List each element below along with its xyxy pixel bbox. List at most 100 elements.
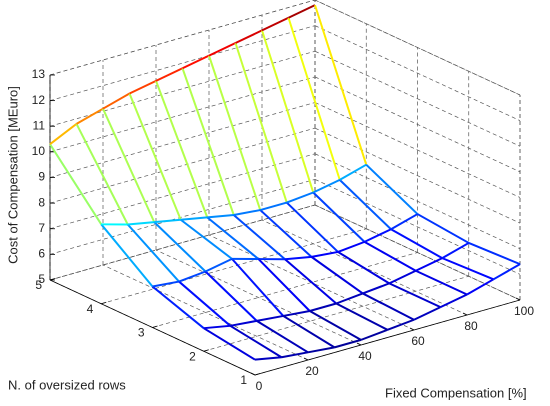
mesh-segment: [311, 250, 339, 258]
grid-line: [314, 127, 521, 224]
grid-line: [101, 228, 367, 305]
mesh-segment: [334, 338, 362, 349]
mesh-segment: [207, 214, 234, 219]
mesh-segment: [205, 257, 233, 273]
x-tick-label: 20: [305, 364, 319, 378]
tick-mark: [203, 349, 209, 352]
mesh-segment: [127, 223, 180, 283]
mesh-segment: [230, 319, 257, 327]
mesh-segment: [235, 29, 263, 44]
mesh-segment: [360, 328, 388, 341]
mesh-segment: [314, 4, 368, 165]
mesh-segment: [259, 209, 313, 258]
x-tick-label: 40: [358, 349, 372, 363]
mesh-segment: [288, 4, 316, 19]
mesh-segment: [415, 257, 443, 272]
mesh-segment: [441, 242, 470, 259]
y-tick-label: 1: [240, 373, 247, 387]
mesh-segment: [339, 179, 392, 230]
mesh-segment: [283, 310, 310, 317]
z-tick-label: 8: [38, 195, 45, 209]
z-tick-label: 11: [33, 118, 46, 132]
mesh-segment: [364, 241, 417, 272]
grid-line: [49, 179, 316, 255]
tick-mark: [101, 301, 107, 305]
mesh-segment: [441, 257, 494, 281]
mesh-segment: [335, 302, 388, 331]
z-tick-label: 9: [38, 170, 45, 184]
mesh-segment: [312, 191, 366, 243]
mesh-segment: [155, 80, 209, 218]
mesh-segment: [208, 55, 262, 211]
grid-line: [49, 76, 316, 153]
mesh-segment: [254, 356, 282, 361]
tick-mark: [515, 297, 521, 301]
mesh-segment: [390, 228, 443, 259]
mesh-segment: [364, 228, 392, 243]
z-tick-label: 5: [38, 272, 45, 286]
mesh-segment: [49, 123, 78, 145]
mesh-segment: [468, 242, 521, 266]
grid-line: [49, 127, 316, 204]
mesh-segment: [337, 251, 390, 285]
y-tick-label: 2: [189, 349, 196, 363]
mesh-segment: [155, 67, 183, 82]
z-tick-label: 6: [38, 247, 45, 261]
mesh-segment: [256, 320, 309, 354]
grid-line: [314, 25, 521, 121]
mesh-segment: [307, 346, 335, 354]
z-tick-label: 10: [32, 144, 46, 158]
mesh-segment: [154, 218, 181, 224]
mesh-segment: [231, 258, 284, 317]
mesh-segment: [259, 201, 288, 212]
mesh-segment: [75, 123, 129, 225]
mesh-segment: [203, 324, 231, 330]
grid-line: [314, 102, 521, 198]
mesh-segment: [312, 178, 341, 194]
mesh-segment: [440, 293, 468, 309]
mesh-segment: [127, 221, 155, 226]
x-tick-label: 60: [411, 334, 425, 348]
mesh-segment: [287, 17, 341, 181]
mesh-segment: [180, 216, 208, 221]
mesh-segment: [365, 163, 419, 215]
x-tick-label: 80: [464, 319, 478, 333]
mesh-segment: [256, 314, 284, 322]
grid-line: [49, 153, 316, 230]
mesh-segment: [281, 351, 309, 359]
mesh-segment: [310, 256, 364, 295]
mesh-segment: [128, 93, 182, 221]
grid-line: [102, 264, 309, 361]
mesh-segment: [261, 30, 315, 193]
x-tick-label: 100: [514, 304, 534, 318]
tick-mark: [49, 278, 56, 281]
mesh-segment: [182, 54, 210, 70]
mesh-segment: [309, 310, 362, 341]
tick-mark: [462, 312, 468, 316]
mesh-segment: [102, 92, 130, 110]
tick-mark: [409, 327, 415, 331]
mesh-segment: [233, 209, 261, 216]
z-tick-label: 7: [38, 221, 45, 235]
z-tick-label: 12: [32, 93, 46, 107]
tick-mark: [303, 357, 309, 361]
mesh-segment: [284, 255, 312, 261]
mesh-segment: [413, 306, 441, 321]
grid-line: [49, 204, 316, 281]
mesh-segment: [261, 16, 289, 32]
tick-mark: [152, 325, 158, 328]
mesh-segment: [180, 218, 233, 260]
tick-mark: [356, 342, 362, 346]
mesh-segment: [284, 258, 337, 305]
mesh-segment: [466, 278, 494, 296]
x-axis: [254, 299, 521, 376]
mesh-segment: [233, 214, 286, 261]
mesh-segment: [153, 221, 207, 273]
mesh-segment: [337, 240, 365, 253]
mesh-segment: [362, 282, 390, 295]
mesh-segment: [181, 67, 235, 216]
mesh-segment: [388, 282, 441, 309]
mesh-segment: [206, 216, 260, 260]
mesh-segment: [76, 107, 104, 125]
box-edge: [49, 204, 316, 281]
